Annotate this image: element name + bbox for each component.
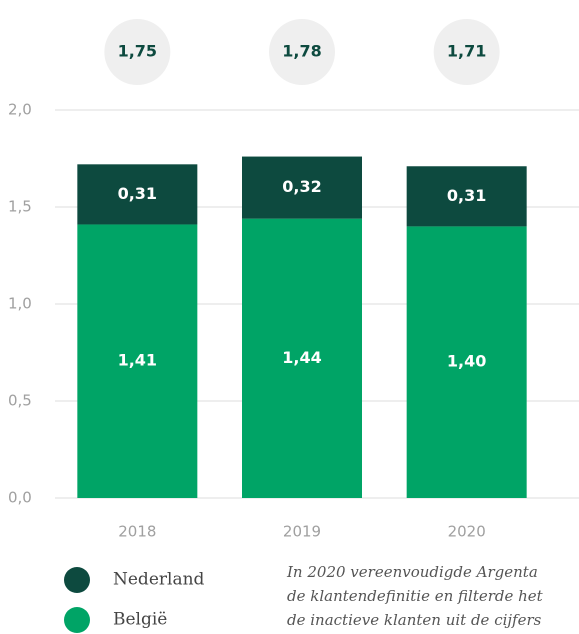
y-tick-label: 1,5	[8, 198, 32, 216]
total-label: 1,75	[118, 42, 157, 61]
bar-segment	[77, 224, 198, 498]
data-label: 0,31	[118, 184, 157, 203]
x-tick-label: 2018	[118, 523, 156, 541]
annotation: In 2020 vereenvoudigde Argenta	[286, 563, 538, 581]
total-badge	[269, 19, 335, 85]
legend-label: België	[113, 610, 167, 630]
bar-segment	[242, 218, 362, 498]
bar-segment	[406, 166, 527, 227]
y-tick-label: 2,0	[8, 101, 32, 119]
bar-segment	[406, 226, 527, 498]
bar-segment	[242, 156, 362, 219]
total-badge	[104, 19, 171, 85]
x-tick-label: 2019	[283, 523, 321, 541]
data-label: 0,31	[447, 186, 486, 205]
y-tick-label: 0,0	[8, 489, 32, 507]
data-label: 1,41	[118, 351, 157, 370]
data-label: 0,32	[282, 177, 321, 196]
y-tick-label: 0,5	[8, 392, 32, 410]
bar-segment	[77, 164, 198, 225]
data-label: 1,40	[447, 352, 486, 371]
legend-label: Nederland	[113, 570, 205, 590]
y-tick-label: 1,0	[8, 295, 32, 313]
total-badge	[433, 19, 500, 85]
legend-swatch	[64, 607, 90, 633]
x-tick-label: 2020	[448, 523, 486, 541]
total-label: 1,78	[282, 42, 321, 61]
data-label: 1,44	[282, 348, 321, 367]
annotation: de inactieve klanten uit de cijfers	[287, 611, 542, 629]
legend-swatch	[64, 567, 90, 593]
total-label: 1,71	[447, 42, 486, 61]
annotation: de klantendefinitie en filterde het	[287, 587, 544, 605]
